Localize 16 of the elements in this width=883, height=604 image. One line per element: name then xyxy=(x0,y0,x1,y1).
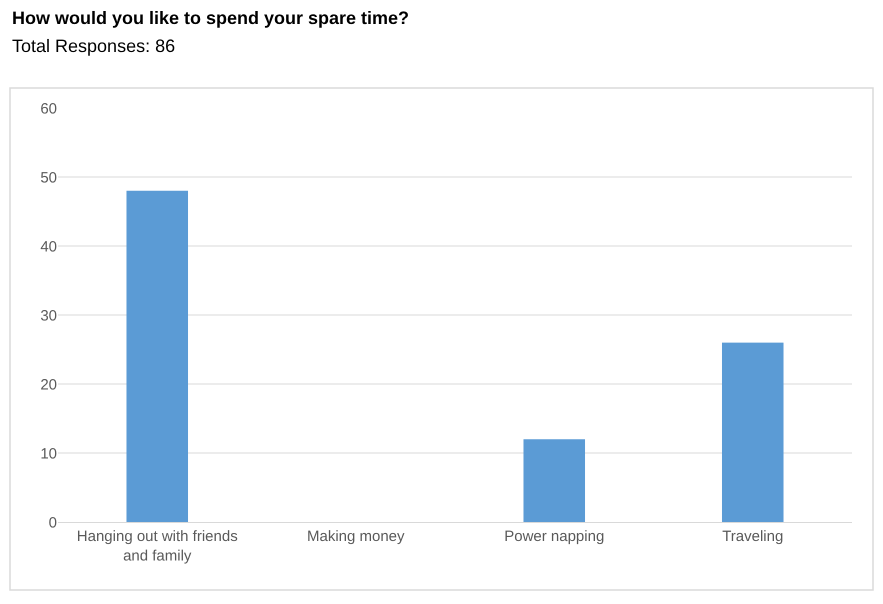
x-tick-label: Power napping xyxy=(504,528,604,545)
y-tick-label: 60 xyxy=(40,100,57,118)
x-tick-label: Traveling xyxy=(722,528,784,545)
y-tick-label: 20 xyxy=(40,376,57,394)
bar xyxy=(722,342,784,522)
y-tick-label: 30 xyxy=(40,307,57,324)
y-tick-label: 10 xyxy=(40,445,57,462)
bar xyxy=(126,190,188,522)
chart-subtitle: Total Responses: 86 xyxy=(12,36,176,56)
x-tick-label: Hanging out with friends and family xyxy=(76,528,238,564)
y-tick-label: 50 xyxy=(40,169,57,186)
x-tick-label: Making money xyxy=(306,528,406,545)
bar xyxy=(523,439,586,522)
chart-title: How would you like to spend your spare time? xyxy=(12,8,410,28)
y-tick-label: 0 xyxy=(48,514,57,532)
y-tick-label: 40 xyxy=(40,238,57,256)
